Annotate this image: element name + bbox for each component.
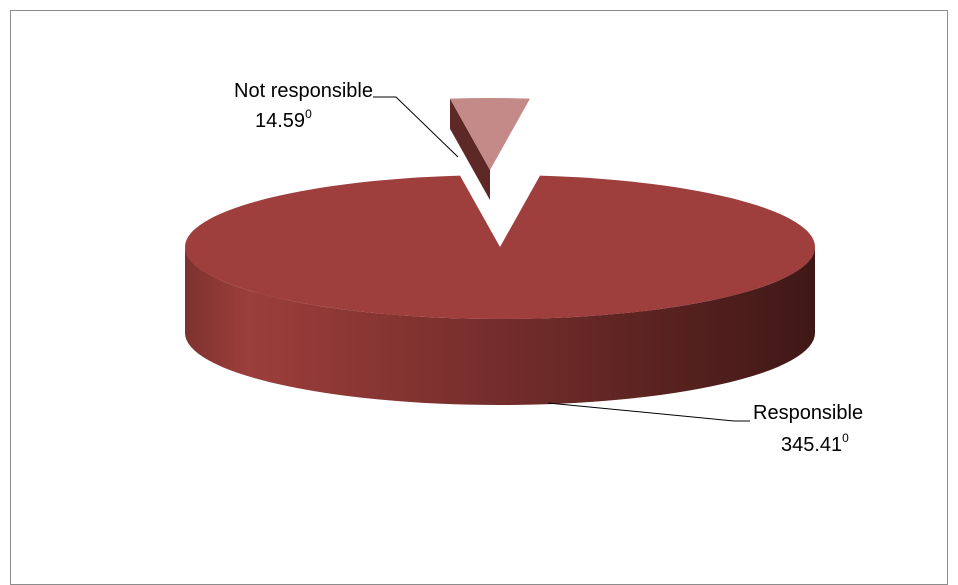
slice-not-responsible-face [450,98,490,201]
label-responsible-value: 345.410 [781,431,849,456]
label-not-responsible-name: Not responsible [234,80,373,102]
label-responsible-name: Responsible [753,402,863,424]
leader-line-not-responsible [373,96,459,158]
label-not-responsible-value: 14.590 [255,107,312,132]
slice-responsible-side [185,247,815,405]
leader-line-responsible [547,402,750,422]
slice-responsible-top [185,175,815,320]
slice-not-responsible-top [450,98,530,170]
